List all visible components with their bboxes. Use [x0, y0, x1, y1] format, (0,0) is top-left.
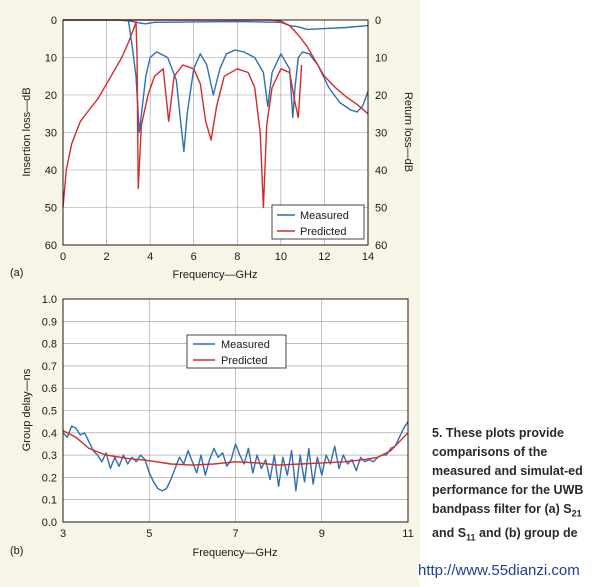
x-tick-label-a: 14: [362, 251, 374, 263]
legend-box-a: [271, 204, 365, 240]
y-tick-label-b: 0.1: [42, 495, 57, 507]
y-tick-label-a: 60: [45, 240, 57, 252]
y-right-tick-label-a: 50: [375, 203, 387, 215]
x-tick-label-a: 0: [60, 251, 66, 263]
x-tick-label-b: 3: [60, 528, 66, 540]
y-tick-label-a: 20: [45, 90, 57, 102]
x-axis-label-b: Frequency—GHz: [193, 547, 278, 559]
caption-text-before: These plots provide comparisons of the m…: [432, 426, 584, 516]
series-predicted-line-a-3: [137, 64, 303, 209]
x-tick-label-a: 12: [318, 251, 330, 263]
x-tick-label-a: 10: [275, 251, 287, 263]
y-tick-label-a: 50: [45, 203, 57, 215]
y-right-tick-label-a: 10: [375, 53, 387, 65]
y-right-tick-label-a: 30: [375, 128, 387, 140]
x-tick-label-b: 9: [319, 528, 325, 540]
y-tick-label-a: 40: [45, 165, 57, 177]
y-tick-label-b: 0.2: [42, 472, 57, 484]
legend-box-b: [186, 334, 287, 369]
y-right-tick-label-a: 20: [375, 90, 387, 102]
y-tick-label-b: 0.6: [42, 383, 57, 395]
caption-number: 5.: [432, 426, 443, 440]
x-tick-label-a: 4: [147, 251, 153, 263]
x-tick-label-a: 6: [191, 251, 197, 263]
caption-subscript-1: 21: [571, 508, 582, 519]
y-tick-label-b: 0.8: [42, 339, 57, 351]
legend-a: Measured Predicted: [271, 204, 365, 240]
y-axis-label-b: Group delay—ns: [21, 368, 33, 451]
y-axis-label-right-a: Return loss—dB: [402, 92, 414, 172]
grid-a: [63, 20, 368, 245]
series-group-b: [62, 421, 409, 492]
y-tick-label-a: 0: [51, 15, 57, 27]
series-group-a: [62, 19, 369, 209]
plot-frame-a: [62, 19, 369, 246]
series-measured-line-a-0: [63, 19, 369, 31]
x-tick-label-b: 7: [232, 528, 238, 540]
y-tick-label-b: 1.0: [42, 294, 57, 306]
y-tick-label-b: 0.7: [42, 361, 57, 373]
chart-group-delay: 3 5 7 9 110.00.10.20.30.40.50.60.70.80.91.0 …: [10, 294, 414, 559]
x-tick-label-a: 2: [104, 251, 110, 263]
panel-label-b: (b): [10, 545, 23, 557]
series-predicted-line-a-4: [63, 19, 369, 115]
legend-b: Measured Predicted: [186, 334, 287, 369]
figure-caption: 5. These plots provide comparisons of th…: [432, 424, 598, 547]
caption-text-after: and (b) group de: [475, 525, 578, 540]
y-right-tick-label-a: 40: [375, 165, 387, 177]
y-tick-label-a: 10: [45, 53, 57, 65]
y-tick-label-b: 0.5: [42, 406, 57, 418]
series-predicted-line-b-1: [62, 429, 409, 466]
y-axis-label-a: Insertion loss—dB: [21, 87, 33, 176]
caption-subscript-2: 11: [466, 532, 476, 542]
y-tick-label-b: 0.3: [42, 450, 57, 462]
y-tick-label-b: 0.9: [42, 316, 57, 328]
x-tick-label-b: 11: [402, 528, 413, 540]
ticks-b: 3 5 7 9 11 0.0 0.1 0.2 0.3 0.4 0.5 0.6 0.7 0.8 0.9 1.0: [42, 294, 414, 540]
legend-label-predicted-a: Predicted: [300, 226, 346, 238]
x-tick-label-b: 5: [146, 528, 152, 540]
y-tick-label-b: 0.0: [42, 517, 57, 529]
legend-label-measured-b: Measured: [221, 339, 270, 351]
y-right-tick-label-a: 0: [375, 15, 381, 27]
x-axis-label-a: Frequency—GHz: [173, 269, 258, 281]
caption-text-mid: and S: [432, 525, 467, 540]
watermark-url: http://www.55dianzi.com: [418, 562, 580, 579]
series-predicted-line-a-2: [62, 21, 139, 208]
plot-frame-b: [62, 298, 409, 523]
x-tick-label-a: 8: [234, 251, 240, 263]
y-tick-label-b: 0.4: [42, 428, 57, 440]
y-right-tick-label-a: 60: [375, 240, 387, 252]
legend-label-predicted-b: Predicted: [221, 355, 267, 367]
panel-label-a: (a): [10, 267, 23, 279]
legend-label-measured-a: Measured: [300, 210, 349, 222]
y-tick-label-a: 30: [45, 128, 57, 140]
